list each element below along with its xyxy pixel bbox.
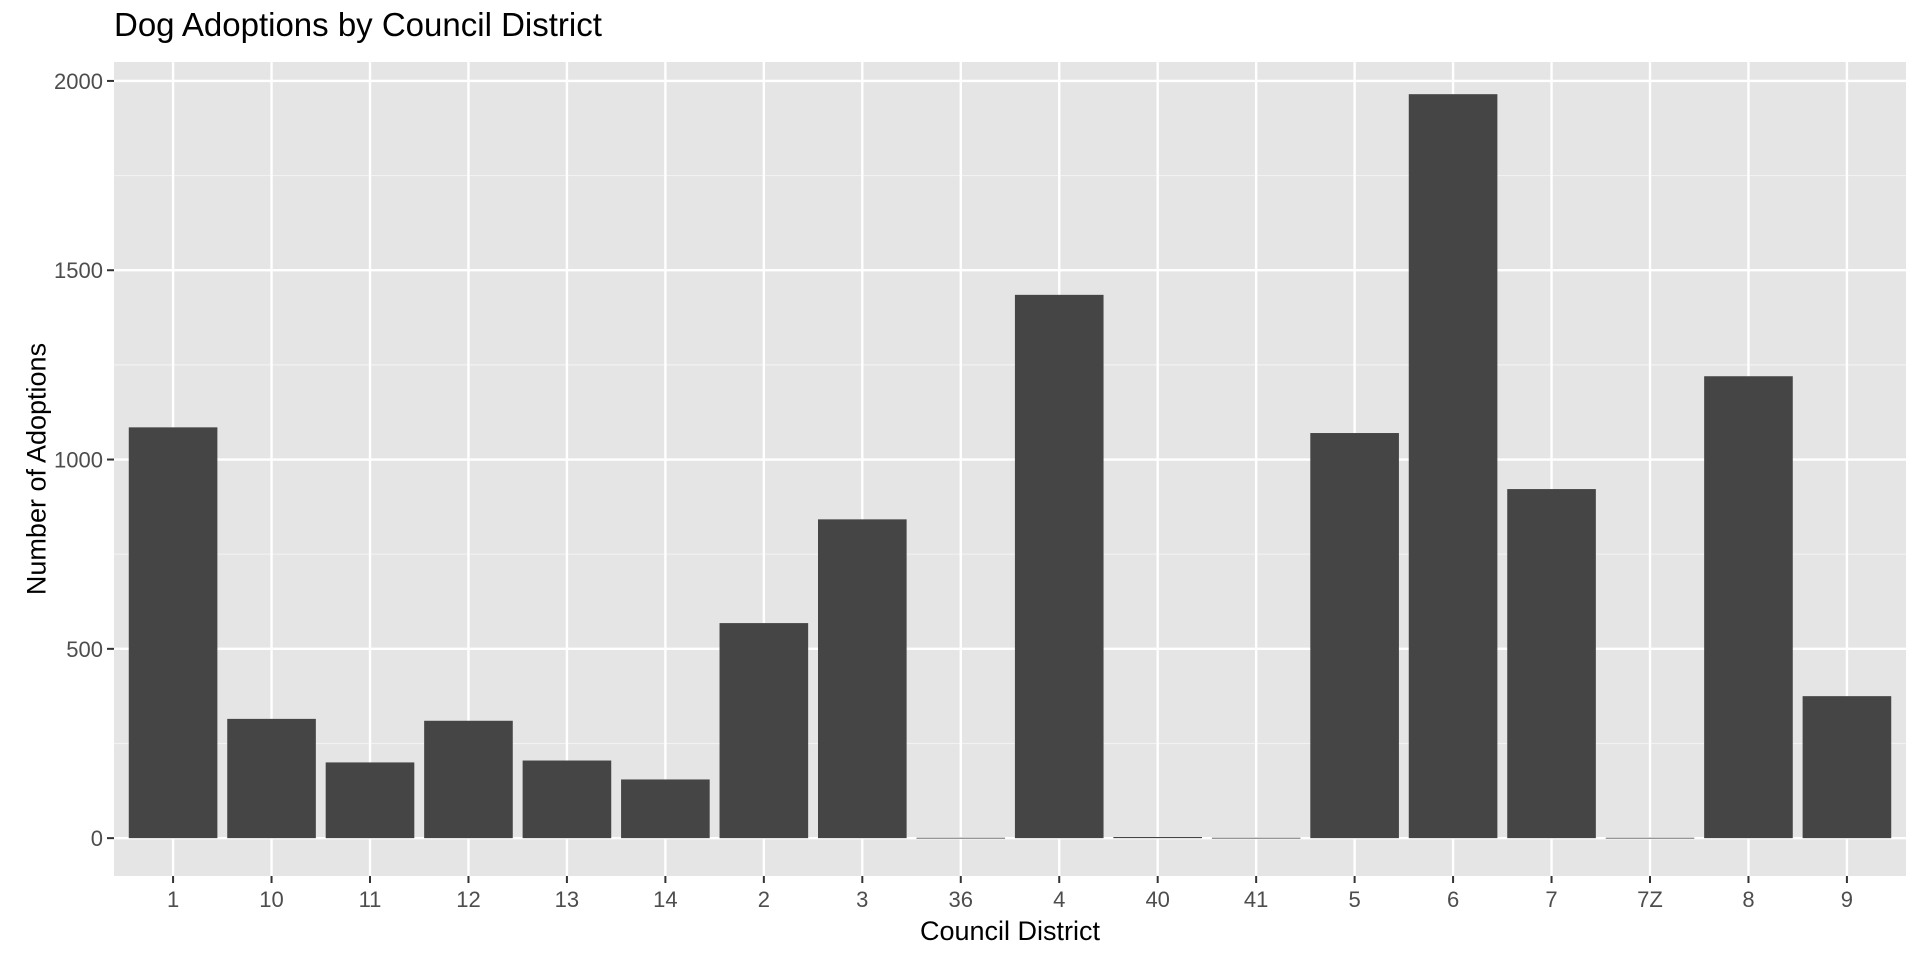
bar-11 — [325, 762, 415, 839]
x-tick-label: 7Z — [1637, 887, 1663, 912]
y-axis-title: Number of Adoptions — [21, 343, 51, 595]
x-tick-label: 41 — [1244, 887, 1268, 912]
y-tick-label: 2000 — [54, 69, 103, 94]
bar-12 — [424, 720, 513, 839]
x-tick-label: 7 — [1545, 887, 1557, 912]
x-tick-label: 40 — [1145, 887, 1169, 912]
y-axis: 0 500 1000 1500 2000 — [54, 69, 114, 851]
minor-gridlines — [114, 174, 1906, 745]
x-tick-label: 4 — [1053, 887, 1065, 912]
x-axis-title: Council District — [920, 916, 1101, 946]
bar-9 — [1802, 696, 1892, 839]
x-tick-label: 8 — [1742, 887, 1754, 912]
x-axis: 1 10 11 12 13 14 2 3 36 4 40 41 5 6 7 7Z 8 9 — [167, 876, 1853, 912]
y-tick-label: 0 — [91, 826, 103, 851]
bar-1 — [128, 427, 218, 839]
bar-13 — [522, 760, 612, 839]
y-tick-label: 1500 — [54, 258, 103, 283]
bar-41 — [1211, 837, 1301, 839]
bar-2 — [719, 623, 809, 839]
bar-36 — [916, 837, 1006, 839]
y-tick-label: 500 — [66, 637, 103, 662]
x-tick-label: 5 — [1348, 887, 1360, 912]
y-tick-label: 1000 — [54, 448, 103, 473]
x-tick-label: 2 — [758, 887, 770, 912]
bar-7Z — [1605, 837, 1695, 839]
x-tick-label: 11 — [359, 887, 382, 912]
x-tick-label: 12 — [456, 887, 480, 912]
plot-panel — [114, 62, 1906, 876]
bar-40 — [1113, 837, 1202, 839]
x-tick-label: 6 — [1447, 887, 1459, 912]
x-tick-label: 13 — [555, 887, 579, 912]
x-tick-label: 3 — [856, 887, 868, 912]
bars — [128, 94, 1892, 839]
x-tick-label: 1 — [167, 887, 179, 912]
x-tick-label: 9 — [1841, 887, 1853, 912]
bar-6 — [1408, 94, 1498, 839]
bar-3 — [818, 519, 907, 839]
bar-5 — [1310, 433, 1399, 839]
bar-10 — [227, 718, 316, 839]
bar-4 — [1014, 294, 1104, 839]
bar-14 — [621, 779, 710, 839]
chart-title: Dog Adoptions by Council District — [114, 6, 602, 43]
x-tick-label: 36 — [949, 887, 973, 912]
x-tick-label: 10 — [259, 887, 283, 912]
x-tick-label: 14 — [653, 887, 677, 912]
bar-8 — [1704, 376, 1793, 839]
bar-7 — [1507, 489, 1596, 839]
